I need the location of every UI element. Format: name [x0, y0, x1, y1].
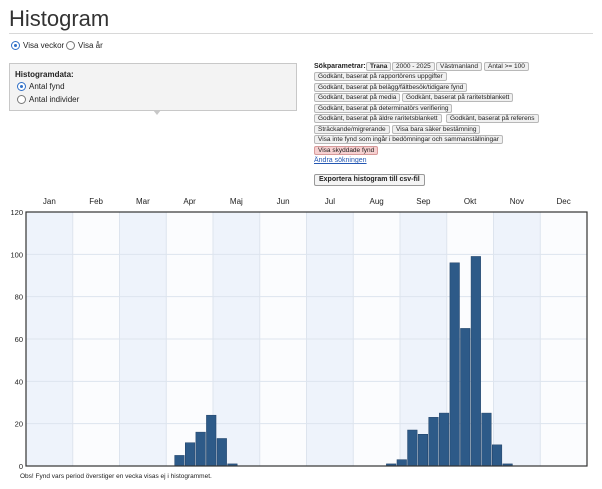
change-search-link[interactable]: Ändra sökningen: [314, 157, 367, 164]
y-tick-label: 20: [15, 420, 23, 429]
histogram-bar: [174, 455, 185, 467]
radio-visa-veckor[interactable]: Visa veckor: [11, 41, 64, 50]
month-label: Feb: [89, 197, 103, 206]
radio-visa-ar[interactable]: Visa år: [66, 41, 103, 50]
month-label: Mar: [136, 197, 150, 206]
radio-button-unchecked[interactable]: [66, 41, 75, 50]
search-tag[interactable]: Godkänt, baserat på media: [314, 93, 401, 102]
histogram-data-panel: Histogramdata: Antal fynd Antal individe…: [9, 63, 297, 111]
month-labels: Jan Feb Mar Apr Maj Jun Jul Aug Sep Okt Nov Dec: [43, 197, 571, 206]
y-tick-label: 60: [15, 335, 23, 344]
radio-label: Antal individer: [29, 95, 80, 104]
search-params-label: Sökparametrar:: [314, 63, 366, 70]
panel-title: Histogramdata:: [15, 70, 74, 79]
search-tag[interactable]: Godkänt, baserat på äldre raritetsblanke…: [314, 114, 442, 123]
y-tick-label: 80: [15, 293, 23, 302]
month-label: Jul: [325, 197, 335, 206]
histogram-bar: [185, 442, 196, 467]
histogram-bar: [417, 434, 428, 467]
panel-pointer-caret: [153, 110, 161, 115]
radio-button-unchecked[interactable]: [17, 95, 26, 104]
radio-antal-fynd[interactable]: Antal fynd: [17, 82, 65, 91]
axes: [25, 211, 588, 467]
bars: [174, 256, 513, 467]
search-tag[interactable]: Godkänt, baserat på belägg/fältbesök/tid…: [314, 83, 468, 92]
y-axis-labels: 0 20 40 60 80 100 120: [10, 208, 23, 471]
histogram-bar: [407, 429, 418, 467]
y-tick-label: 0: [19, 462, 23, 471]
month-label: Aug: [370, 197, 384, 206]
radio-button-checked[interactable]: [17, 82, 26, 91]
month-label: Nov: [510, 197, 524, 206]
y-tick-label: 120: [10, 208, 23, 217]
histogram-bar: [195, 431, 206, 467]
histogram-bar: [396, 459, 407, 467]
histogram-chart: Jan Feb Mar Apr Maj Jun Jul Aug Sep Okt Nov Dec 0 20…: [10, 197, 588, 471]
search-tag[interactable]: Sträckande/migrerande: [314, 125, 390, 134]
month-label: Jun: [277, 197, 290, 206]
search-tag[interactable]: Visa bara säker bestämning: [392, 125, 481, 134]
y-tick-label: 40: [15, 377, 23, 386]
radio-antal-individer[interactable]: Antal individer: [17, 95, 79, 104]
month-label: Maj: [230, 197, 243, 206]
title-divider: [9, 33, 593, 34]
plot-frame: [25, 211, 588, 467]
page-title: Histogram: [9, 6, 110, 31]
histogram-bar: [491, 444, 503, 467]
search-tag[interactable]: Godkänt, baserat på determinatörs verifi…: [314, 104, 453, 113]
search-tag[interactable]: Trana: [366, 62, 392, 71]
month-label: Apr: [183, 197, 196, 206]
search-tag[interactable]: Godkänt, baserat på referens: [446, 114, 539, 123]
radio-label: Antal fynd: [29, 82, 65, 91]
export-csv-button[interactable]: Exportera histogram till csv-fil: [314, 174, 425, 186]
radio-label: Visa år: [78, 41, 103, 50]
search-tag[interactable]: Visa inte fynd som ingår i bedömningar o…: [314, 135, 503, 144]
search-tag[interactable]: Västmanland: [436, 62, 482, 71]
month-label: Dec: [557, 197, 571, 206]
y-tick-label: 100: [10, 250, 23, 259]
search-tag[interactable]: 2000 - 2025: [392, 62, 435, 71]
month-label: Okt: [464, 197, 477, 206]
month-label: Sep: [416, 197, 431, 206]
histogram-bar: [206, 414, 217, 467]
histogram-bar: [449, 262, 460, 467]
footnote: Obs! Fynd vars period överstiger en veck…: [20, 473, 212, 480]
search-tag[interactable]: Godkänt, baserat på rapportörens uppgift…: [314, 72, 447, 81]
histogram-bar: [470, 256, 481, 467]
radio-label: Visa veckor: [23, 41, 65, 50]
histogram-bar: [428, 417, 439, 467]
search-tag[interactable]: Antal >= 100: [484, 62, 529, 71]
month-label: Jan: [43, 197, 56, 206]
search-tag-protected[interactable]: Visa skyddade fynd: [314, 146, 379, 155]
histogram-bar: [439, 412, 450, 467]
histogram-bar: [481, 412, 492, 467]
search-tag[interactable]: Godkänt, baserat på raritetsblankett: [402, 93, 514, 102]
radio-button-checked[interactable]: [11, 41, 20, 50]
histogram-bar: [460, 328, 471, 467]
histogram-bar: [216, 438, 227, 467]
